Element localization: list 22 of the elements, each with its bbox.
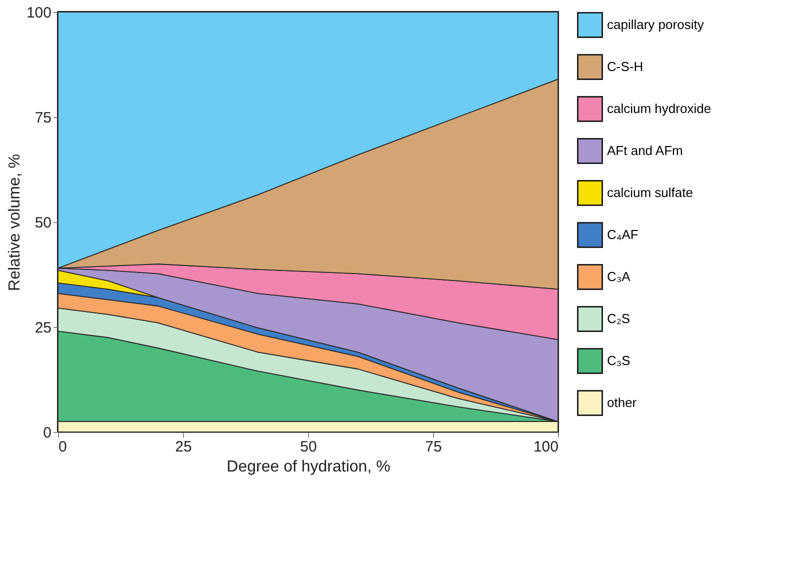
legend-label: capillary porosity: [607, 17, 704, 32]
legend-label: C₂S: [607, 311, 630, 326]
x-tick-label: 50: [300, 438, 317, 456]
x-tick-label: 0: [58, 438, 67, 456]
legend-label: other: [607, 395, 638, 410]
y-tick-label: 50: [34, 214, 52, 232]
y-axis-title: Relative volume, %: [6, 154, 24, 291]
y-tick-label: 100: [26, 4, 52, 22]
x-tick-label: 75: [425, 438, 442, 456]
x-tick-label: 100: [533, 438, 558, 456]
legend-label: C-S-H: [607, 59, 644, 74]
legend-label: calcium sulfate: [607, 185, 693, 200]
x-tick-label: 25: [175, 438, 192, 456]
y-tick-label: 25: [34, 320, 52, 336]
legend-label: C₃A: [607, 269, 631, 284]
legend-label: calcium hydroxide: [607, 101, 712, 116]
legend-label: AFt and AFm: [607, 143, 683, 158]
y-tick-label: 0: [43, 424, 52, 442]
x-axis-title: Degree of hydration, %: [226, 458, 390, 476]
legend-label: C₃S: [607, 353, 631, 368]
y-tick-label: 75: [34, 110, 52, 126]
legend-label: C₄AF: [607, 227, 638, 242]
